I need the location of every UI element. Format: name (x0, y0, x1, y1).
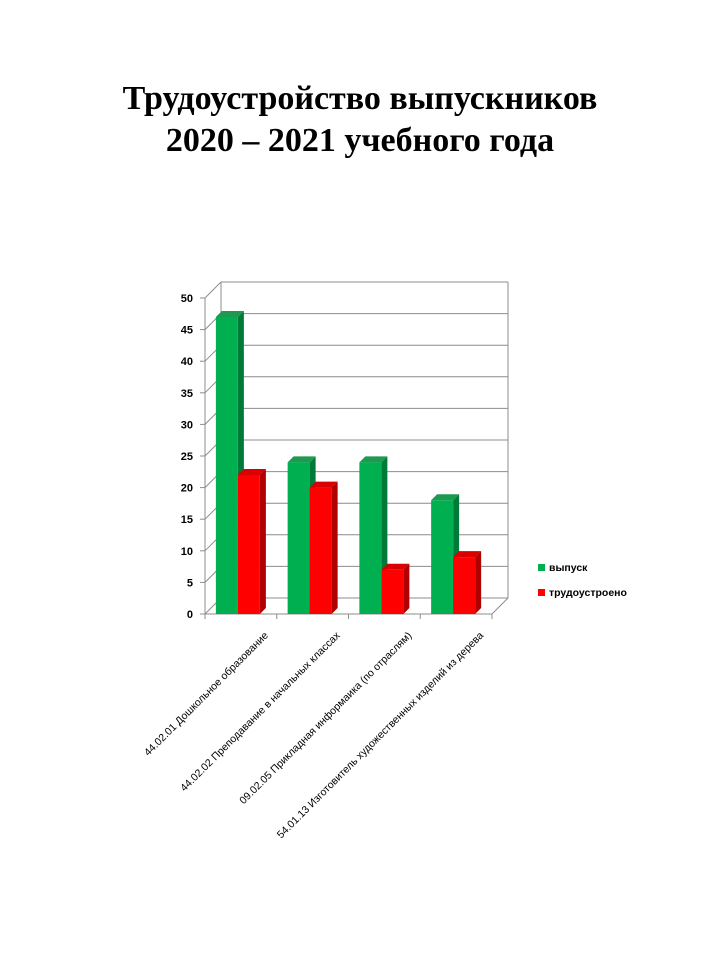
legend-label: трудоустроено (549, 587, 627, 599)
y-tick-label: 15 (181, 514, 193, 526)
bar-top (287, 456, 316, 463)
bar (309, 487, 332, 614)
page-title-line1: Трудоустройство выпускников (122, 80, 598, 117)
bar (215, 316, 238, 614)
y-tick-label: 50 (181, 293, 193, 305)
bar (381, 569, 404, 614)
bar (359, 462, 382, 614)
y-tick-label: 35 (181, 388, 193, 400)
bar-top (215, 310, 244, 317)
y-tick-label: 30 (181, 419, 193, 431)
bar-top (237, 468, 266, 475)
y-tick-label: 45 (181, 325, 193, 337)
bar-top (431, 494, 460, 501)
x-tick-label: 44.02.02 Преподавание в начальных класса… (178, 629, 343, 794)
y-tick-label: 10 (181, 546, 193, 558)
bar (431, 500, 454, 614)
bar-side (475, 551, 482, 614)
legend-label: выпуск (549, 562, 588, 574)
bar (453, 557, 476, 614)
bar (237, 474, 260, 614)
bar-top (453, 551, 482, 558)
y-tick-label: 0 (187, 609, 193, 621)
gridline-depth (204, 281, 222, 299)
floor-right-edge (491, 597, 509, 615)
legend-swatch (538, 564, 545, 571)
bar-side (331, 481, 338, 614)
bar-top (309, 481, 338, 488)
y-tick-label: 25 (181, 451, 193, 463)
page-title-line2: 2020 – 2021 учебного года (165, 122, 555, 159)
bar-side (403, 563, 410, 614)
bar (287, 462, 310, 614)
bar-top (359, 456, 388, 463)
page-title: Трудоустройство выпускников 2020 – 2021 … (0, 78, 720, 162)
y-tick-label: 5 (187, 577, 193, 589)
y-tick-label: 40 (181, 356, 193, 368)
legend-swatch (538, 589, 545, 596)
bar-side (259, 468, 266, 614)
y-tick-label: 20 (181, 483, 193, 495)
x-tick-label: 44.02.01 Дошкольное образование (142, 630, 271, 759)
bar-top (381, 563, 410, 570)
